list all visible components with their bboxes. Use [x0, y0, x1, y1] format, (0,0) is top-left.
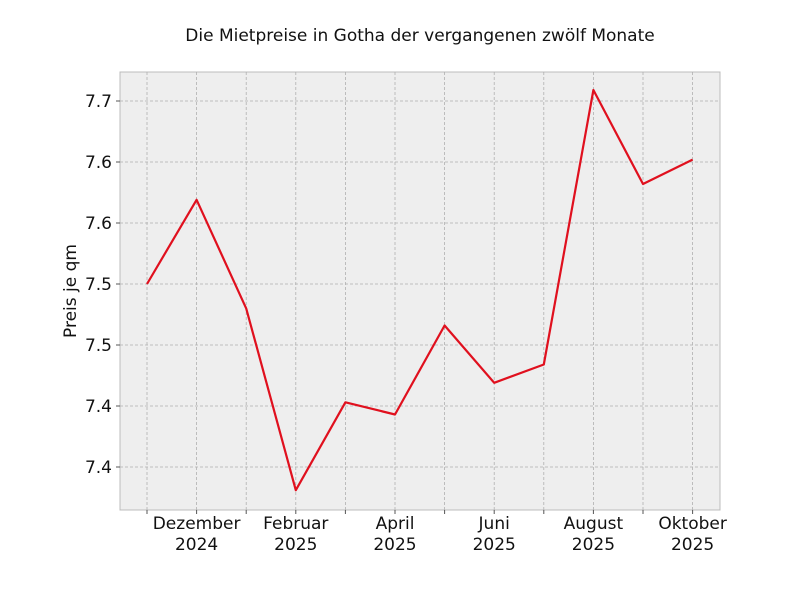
y-tick-label: 7.4: [85, 397, 112, 417]
x-tick-label-month: August: [564, 514, 624, 534]
x-tick-label-year: 2025: [274, 535, 317, 555]
x-tick-label-month: Februar: [263, 514, 328, 534]
x-tick-label-year: 2025: [473, 535, 516, 555]
y-axis-ticks: 7.4 7.4 7.5 7.5 7.6 7.6 7.7: [85, 92, 120, 478]
y-tick-label: 7.5: [85, 275, 112, 295]
grid-lines: [120, 72, 720, 510]
y-tick-label: 7.7: [85, 92, 112, 112]
x-tick-label-month: Dezember: [153, 514, 241, 534]
y-tick-label: 7.6: [85, 153, 112, 173]
x-tick-label-year: 2025: [373, 535, 416, 555]
chart-title: Die Mietpreise in Gotha der vergangenen …: [185, 26, 655, 46]
plot-area: [119, 71, 721, 511]
y-tick-label: 7.4: [85, 458, 112, 478]
price-line: [146, 88, 694, 492]
x-tick-label-year: 2025: [671, 535, 714, 555]
x-tick-label-month: Oktober: [658, 514, 727, 534]
y-tick-label: 7.5: [85, 336, 112, 356]
x-axis-ticks: Dezember2024Februar2025April2025Juni2025…: [146, 510, 727, 555]
x-tick-label-year: 2025: [572, 535, 615, 555]
x-tick-label-month: Juni: [478, 514, 510, 534]
x-tick-label-year: 2024: [175, 535, 218, 555]
y-tick-label: 7.6: [85, 214, 112, 234]
x-tick-label-month: April: [376, 514, 415, 534]
